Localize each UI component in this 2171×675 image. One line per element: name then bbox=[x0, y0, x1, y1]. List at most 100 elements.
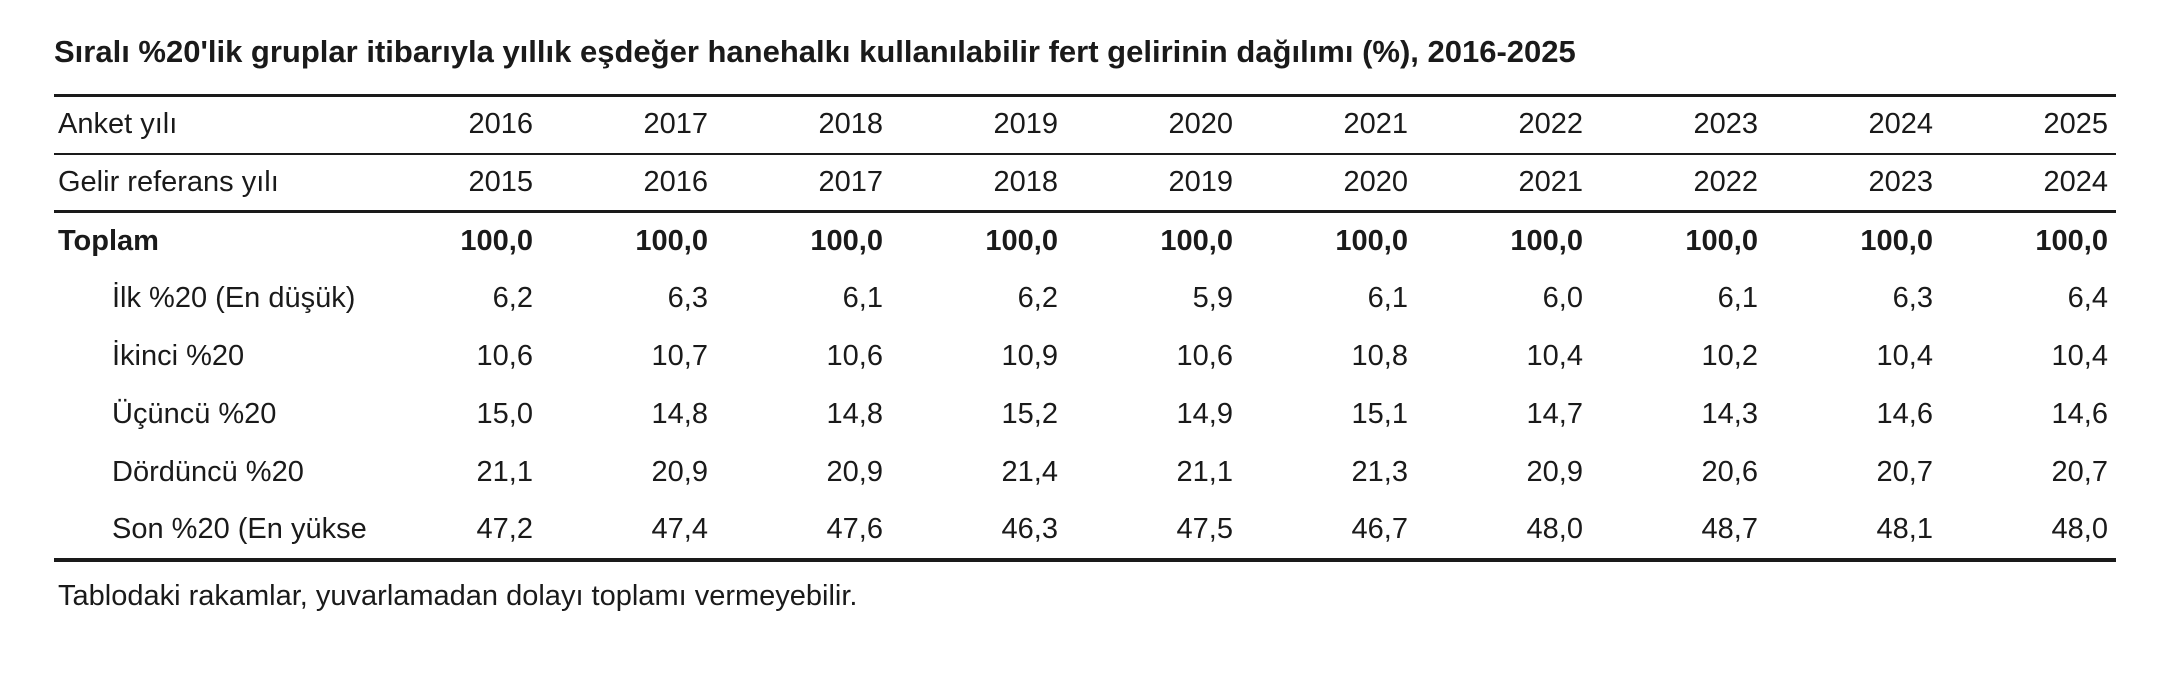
year-cell: 2022 bbox=[1518, 108, 1583, 141]
year-cell: 2022 bbox=[1693, 165, 1758, 198]
row-label: Anket yılı bbox=[58, 108, 178, 141]
value-cell: 6,0 bbox=[1542, 282, 1583, 314]
year-cell: 2020 bbox=[1168, 108, 1233, 141]
value-cell: 48,0 bbox=[2051, 513, 2108, 545]
year-cell: 2019 bbox=[993, 108, 1058, 141]
value-cell: 100,0 bbox=[2035, 224, 2108, 257]
quintile-row-last: Son %20 (En yüksek) 47,2 47,4 47,6 46,3 … bbox=[54, 502, 2116, 560]
year-cell: 2024 bbox=[1868, 108, 1933, 141]
footnote: Tablodaki rakamlar, yuvarlamadan dolayı … bbox=[58, 579, 858, 612]
value-cell: 20,9 bbox=[826, 456, 883, 488]
value-cell: 100,0 bbox=[460, 224, 533, 257]
value-cell: 21,4 bbox=[1001, 456, 1058, 488]
value-cell: 10,6 bbox=[476, 340, 533, 372]
value-cell: 14,8 bbox=[651, 398, 708, 430]
row-label: Son %20 (En yüksek) bbox=[112, 513, 366, 545]
year-cell: 2024 bbox=[2043, 165, 2108, 198]
value-cell: 21,3 bbox=[1351, 456, 1408, 488]
value-cell: 47,2 bbox=[476, 513, 533, 545]
value-cell: 100,0 bbox=[1160, 224, 1233, 257]
year-cell: 2015 bbox=[468, 165, 533, 198]
value-cell: 21,1 bbox=[1176, 456, 1233, 488]
value-cell: 10,9 bbox=[1001, 340, 1058, 372]
value-cell: 100,0 bbox=[1685, 224, 1758, 257]
page-title: Sıralı %20'lik gruplar itibarıyla yıllık… bbox=[54, 34, 1576, 69]
value-cell: 10,7 bbox=[651, 340, 708, 372]
survey-year-row: Anket yılı 2016 2017 2018 2019 2020 2021… bbox=[54, 95, 2116, 154]
total-row: Toplam 100,0 100,0 100,0 100,0 100,0 100… bbox=[54, 212, 2116, 270]
value-cell: 15,0 bbox=[476, 398, 533, 430]
year-cell: 2021 bbox=[1518, 165, 1583, 198]
value-cell: 20,9 bbox=[1526, 456, 1583, 488]
quintile-row-fourth: Dördüncü %20 21,1 20,9 20,9 21,4 21,1 21… bbox=[54, 444, 2116, 502]
year-cell: 2019 bbox=[1168, 165, 1233, 198]
value-cell: 100,0 bbox=[1510, 224, 1583, 257]
year-cell: 2017 bbox=[643, 108, 708, 141]
value-cell: 100,0 bbox=[1335, 224, 1408, 257]
value-cell: 100,0 bbox=[1860, 224, 1933, 257]
value-cell: 14,6 bbox=[1876, 398, 1933, 430]
value-cell: 10,4 bbox=[1526, 340, 1583, 372]
value-cell: 46,3 bbox=[1001, 513, 1058, 545]
year-cell: 2020 bbox=[1343, 165, 1408, 198]
value-cell: 5,9 bbox=[1192, 282, 1233, 314]
value-cell: 6,1 bbox=[1717, 282, 1758, 314]
value-cell: 100,0 bbox=[810, 224, 883, 257]
value-cell: 14,6 bbox=[2051, 398, 2108, 430]
value-cell: 6,1 bbox=[1367, 282, 1408, 314]
value-cell: 6,3 bbox=[1892, 282, 1933, 314]
quintile-row-third: Üçüncü %20 15,0 14,8 14,8 15,2 14,9 15,1… bbox=[54, 386, 2116, 444]
quintile-row-first: İlk %20 (En düşük) 6,2 6,3 6,1 6,2 5,9 6… bbox=[54, 270, 2116, 328]
value-cell: 10,4 bbox=[1876, 340, 1933, 372]
row-label: İkinci %20 bbox=[112, 340, 245, 372]
year-cell: 2018 bbox=[993, 165, 1058, 198]
value-cell: 47,6 bbox=[826, 513, 883, 545]
value-cell: 48,1 bbox=[1876, 513, 1933, 545]
year-cell: 2023 bbox=[1693, 108, 1758, 141]
value-cell: 100,0 bbox=[635, 224, 708, 257]
value-cell: 20,7 bbox=[1876, 456, 1933, 488]
year-cell: 2016 bbox=[643, 165, 708, 198]
reference-year-row: Gelir referans yılı 2015 2016 2017 2018 … bbox=[54, 154, 2116, 212]
value-cell: 6,2 bbox=[1017, 282, 1058, 314]
value-cell: 6,4 bbox=[2067, 282, 2108, 314]
value-cell: 14,7 bbox=[1526, 398, 1583, 430]
row-label: Gelir referans yılı bbox=[58, 165, 279, 198]
quintile-row-second: İkinci %20 10,6 10,7 10,6 10,9 10,6 10,8… bbox=[54, 328, 2116, 386]
value-cell: 15,2 bbox=[1001, 398, 1058, 430]
year-cell: 2021 bbox=[1343, 108, 1408, 141]
value-cell: 6,3 bbox=[667, 282, 708, 314]
value-cell: 10,6 bbox=[1176, 340, 1233, 372]
value-cell: 6,2 bbox=[492, 282, 533, 314]
value-cell: 10,6 bbox=[826, 340, 883, 372]
year-cell: 2023 bbox=[1868, 165, 1933, 198]
value-cell: 20,6 bbox=[1701, 456, 1758, 488]
value-cell: 47,5 bbox=[1176, 513, 1233, 545]
value-cell: 15,1 bbox=[1351, 398, 1408, 430]
value-cell: 47,4 bbox=[651, 513, 708, 545]
value-cell: 14,8 bbox=[826, 398, 883, 430]
value-cell: 46,7 bbox=[1351, 513, 1408, 545]
value-cell: 100,0 bbox=[985, 224, 1058, 257]
year-cell: 2018 bbox=[818, 108, 883, 141]
value-cell: 20,7 bbox=[2051, 456, 2108, 488]
value-cell: 6,1 bbox=[842, 282, 883, 314]
year-cell: 2016 bbox=[468, 108, 533, 141]
row-label: Dördüncü %20 bbox=[112, 456, 304, 488]
row-label: İlk %20 (En düşük) bbox=[112, 282, 356, 314]
value-cell: 20,9 bbox=[651, 456, 708, 488]
income-distribution-table: Anket yılı 2016 2017 2018 2019 2020 2021… bbox=[54, 94, 2116, 562]
row-label: Üçüncü %20 bbox=[112, 398, 277, 430]
value-cell: 10,2 bbox=[1701, 340, 1758, 372]
year-cell: 2017 bbox=[818, 165, 883, 198]
value-cell: 21,1 bbox=[476, 456, 533, 488]
row-label: Toplam bbox=[58, 224, 159, 257]
value-cell: 14,3 bbox=[1701, 398, 1758, 430]
value-cell: 14,9 bbox=[1176, 398, 1233, 430]
value-cell: 48,0 bbox=[1526, 513, 1583, 545]
value-cell: 10,4 bbox=[2051, 340, 2108, 372]
year-cell: 2025 bbox=[2043, 108, 2108, 141]
value-cell: 10,8 bbox=[1351, 340, 1408, 372]
value-cell: 48,7 bbox=[1701, 513, 1758, 545]
